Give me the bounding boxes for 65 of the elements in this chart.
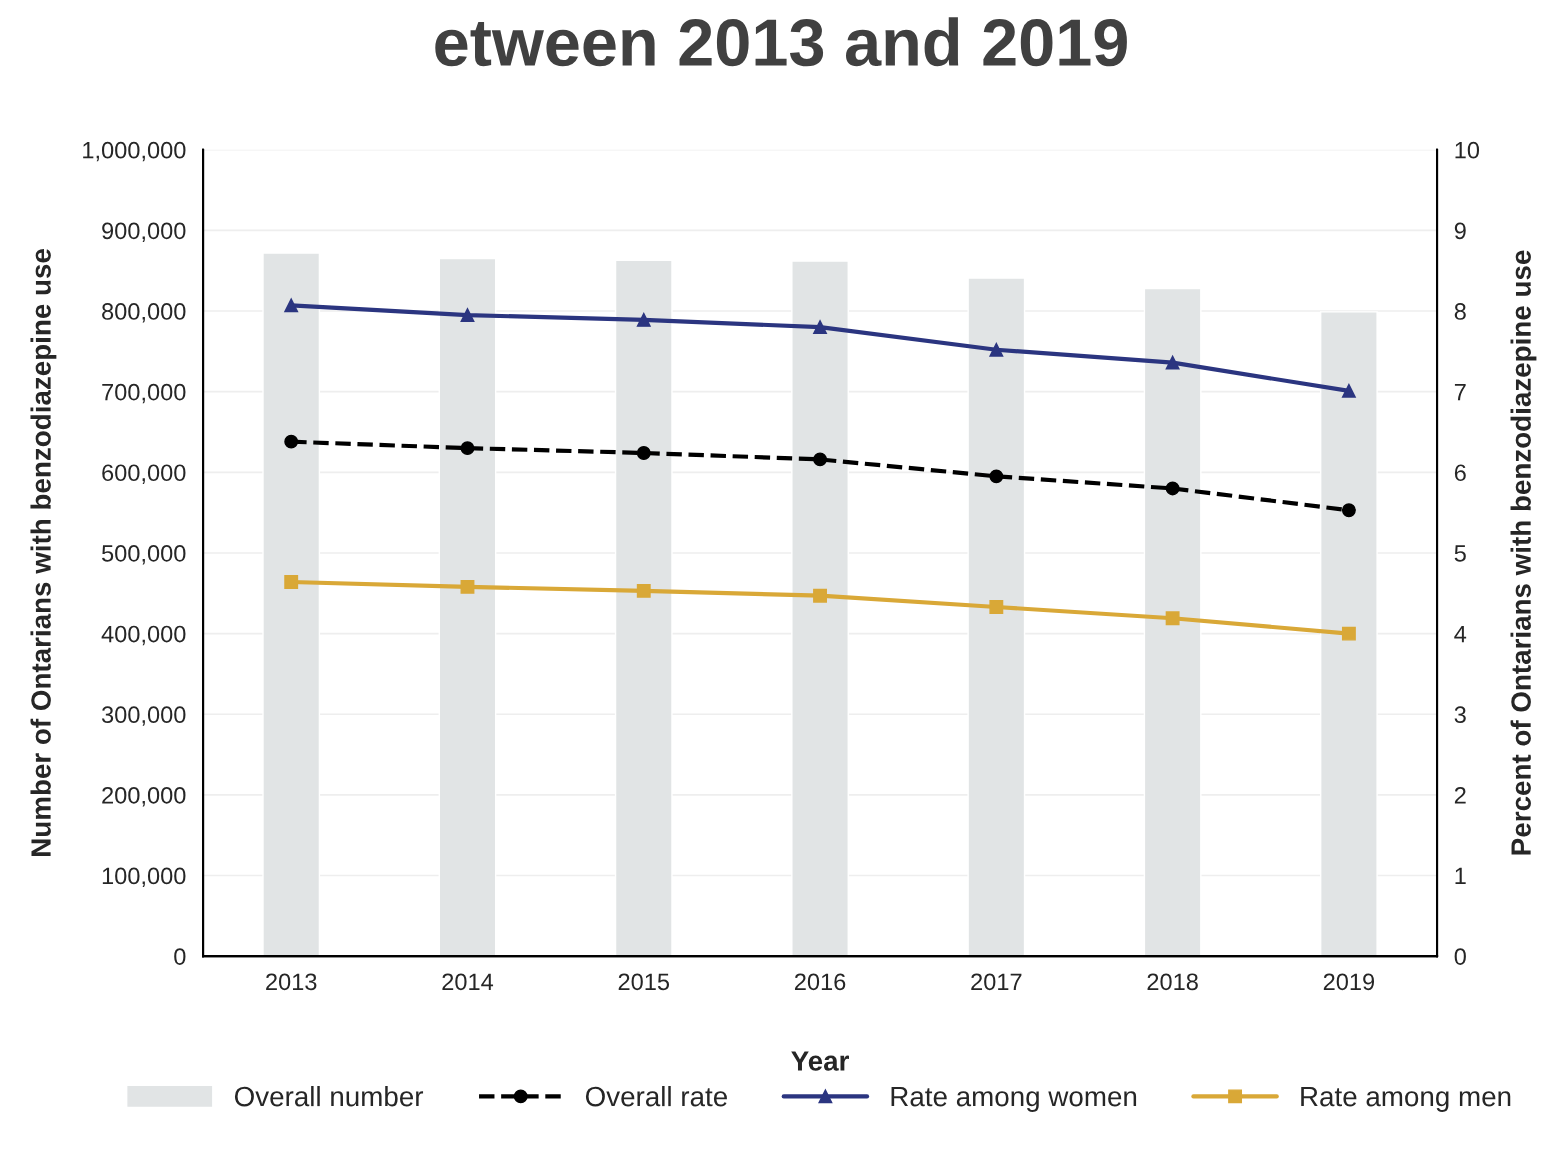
y-tick-label: 700,000 [102, 383, 186, 404]
y-axis-title: Number of Ontarians with benzodiazepine use [30, 249, 57, 856]
chart-title: etween 2013 and 2019 [435, 17, 1127, 67]
x-tick-label: 2019 [1323, 973, 1375, 991]
y2-axis-title: Percent of Ontarians with benzodiazepine use [1510, 250, 1537, 855]
bar [1143, 287, 1202, 957]
legend-label: Overall number [234, 1085, 424, 1107]
point [1341, 503, 1356, 518]
y2-tick-label: 8 [1454, 303, 1466, 320]
y-tick-label: 300,000 [101, 706, 186, 726]
point [460, 579, 475, 594]
point [284, 298, 299, 313]
point [989, 469, 1004, 484]
point [636, 583, 651, 598]
y-tick-label: 500,000 [102, 545, 186, 565]
y2-tick-label: 0 [1454, 948, 1466, 965]
x-tick-label: 2018 [1147, 973, 1198, 991]
legend-label: Rate among men [1301, 1087, 1511, 1112]
y-tick-label: 100,000 [102, 867, 186, 888]
point [813, 588, 827, 603]
point [1165, 611, 1180, 626]
point [813, 452, 827, 467]
y-tick-label: 800,000 [102, 303, 186, 323]
bar [262, 252, 321, 957]
y-tick-label: 900,000 [102, 222, 186, 242]
point [636, 446, 651, 460]
point [284, 434, 299, 449]
y-tick-label: 600,000 [102, 464, 186, 484]
y2-tick-label: 10 [1455, 141, 1480, 159]
y-tick-label: 0 [174, 948, 186, 965]
point [1341, 626, 1356, 641]
y2-tick-label: 4 [1454, 625, 1467, 643]
point [1165, 481, 1180, 496]
point [1341, 383, 1356, 398]
point [636, 312, 651, 327]
bar [791, 260, 849, 957]
bar [967, 277, 1026, 957]
x-tick-label: 2017 [971, 973, 1022, 991]
y-tick-label: 1,000,000 [83, 141, 186, 162]
point [989, 342, 1004, 357]
y2-tick-label: 5 [1454, 545, 1466, 562]
y2-tick-label: 6 [1454, 464, 1466, 482]
y2-tick-label: 2 [1454, 786, 1466, 804]
x-tick-label: 2015 [618, 973, 670, 991]
x-axis-title: Year [791, 1051, 849, 1071]
y2-tick-label: 3 [1454, 706, 1466, 724]
legend-label: Overall rate [585, 1085, 727, 1107]
x-tick-label: 2014 [442, 973, 494, 991]
point [460, 441, 475, 456]
point [284, 575, 299, 589]
y-tick-label: 200,000 [102, 786, 186, 807]
y-tick-label: 400,000 [101, 625, 186, 646]
y2-tick-label: 1 [1455, 867, 1466, 885]
y2-tick-label: 7 [1454, 383, 1466, 401]
bar [614, 259, 673, 957]
point [989, 600, 1004, 614]
point [813, 320, 827, 335]
x-tick-label: 2013 [266, 973, 317, 991]
x-tick-label: 2016 [794, 973, 846, 991]
legend-label: Rate among women [891, 1087, 1137, 1112]
point [460, 308, 475, 323]
bar [438, 257, 497, 957]
point [1165, 355, 1180, 370]
bar [1319, 311, 1378, 957]
y2-tick-label: 9 [1454, 222, 1466, 240]
